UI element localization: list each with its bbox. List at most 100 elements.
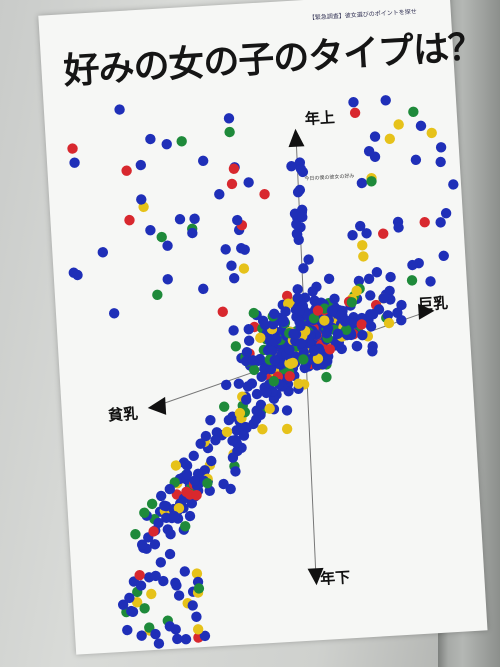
sticker-dot: [134, 569, 145, 581]
sticker-dot: [69, 157, 80, 168]
sticker-dot: [261, 387, 272, 399]
sticker-dot: [200, 430, 212, 442]
sticker-dot: [291, 219, 302, 230]
sticker-dot: [351, 340, 363, 352]
sticker-dot: [243, 335, 255, 346]
sticker-dot: [136, 539, 148, 550]
sticker-dot: [366, 176, 377, 187]
poster: 【緊急調査】彼女選びのポイントを探せ 好みの女の子のタイプは？ 年上 年下 貧乳…: [38, 0, 488, 655]
sticker-dot: [295, 320, 306, 332]
sticker-dot: [150, 628, 161, 640]
sticker-dot: [186, 498, 198, 509]
sticker-dot: [435, 156, 446, 168]
sticker-dot: [341, 324, 352, 335]
sticker-dot: [396, 314, 407, 326]
sticker-dot: [284, 344, 295, 355]
sticker-dot: [351, 285, 362, 297]
sticker-dot: [292, 186, 304, 198]
sticker-dot: [292, 292, 303, 304]
sticker-dot: [294, 305, 305, 316]
sticker-dot: [232, 214, 243, 226]
sticker-dot: [136, 630, 147, 641]
sticker-dot: [336, 343, 347, 355]
sticker-dot: [148, 526, 159, 537]
sticker-dot: [189, 475, 201, 486]
sticker-dot: [131, 597, 143, 608]
sticker-dot: [228, 273, 240, 284]
sticker-dot: [127, 606, 139, 618]
sticker-dot: [241, 346, 253, 358]
sticker-dot: [326, 305, 338, 316]
sticker-dot: [259, 319, 271, 331]
sticker-dot: [285, 358, 296, 369]
sticker-dot: [179, 566, 191, 577]
sticker-dot: [189, 213, 200, 224]
sticker-dot: [307, 286, 318, 297]
sticker-dot: [357, 329, 368, 341]
sticker-dot: [303, 254, 314, 265]
sticker-dot: [169, 510, 180, 522]
sticker-dot: [367, 346, 378, 357]
sticker-dot: [426, 127, 437, 139]
sticker-dot: [226, 260, 237, 271]
sticker-dot: [265, 363, 277, 375]
sticker-dot: [369, 151, 381, 162]
sticker-dot: [440, 208, 452, 219]
sticker-dot: [224, 126, 235, 138]
sticker-dot: [145, 225, 156, 236]
sticker-dot: [124, 592, 135, 604]
sticker-dot: [356, 319, 367, 330]
sticker-dot: [356, 177, 368, 189]
sticker-dot: [438, 250, 449, 262]
sticker-dot: [180, 521, 191, 532]
sticker-dot: [159, 500, 170, 511]
sticker-dot: [234, 407, 246, 419]
sticker-dot: [145, 133, 156, 145]
sticker-dot: [332, 328, 344, 339]
sticker-dot: [173, 502, 185, 514]
sticker-dot: [448, 179, 459, 190]
sticker-dot: [281, 405, 293, 416]
sticker-dot: [361, 228, 372, 239]
sticker-dot: [139, 603, 150, 614]
sticker-dot: [202, 477, 213, 489]
arrow-down-icon: [307, 567, 324, 586]
sticker-dot: [139, 507, 150, 518]
sticker-dot: [176, 136, 187, 147]
sticker-dot: [371, 267, 383, 278]
sticker-dot: [295, 163, 307, 175]
sticker-dot: [178, 457, 190, 468]
sticker-dot: [298, 263, 309, 274]
sticker-dot: [181, 469, 193, 480]
sticker-dot: [220, 244, 231, 255]
sticker-dot: [251, 388, 263, 400]
sticker-dot: [406, 275, 418, 286]
sticker-dot: [396, 299, 407, 311]
sticker-dot: [278, 315, 289, 326]
sticker-dot: [242, 381, 254, 392]
sticker-dot: [363, 273, 375, 285]
sticker-dot: [162, 274, 173, 285]
arrow-up-icon: [288, 128, 305, 148]
sticker-dot: [191, 611, 202, 622]
sticker-dot: [243, 324, 254, 335]
sticker-dot: [227, 452, 239, 463]
sticker-dot: [349, 107, 361, 119]
sticker-dot: [219, 401, 230, 412]
sticker-dot: [255, 399, 267, 411]
sticker-dot: [211, 427, 223, 438]
sticker-dot: [365, 321, 377, 332]
sticker-dot: [284, 370, 295, 382]
sticker-dot: [408, 106, 419, 117]
sticker-dot: [230, 341, 242, 352]
sticker-dot: [193, 583, 205, 594]
sticker-dot: [292, 284, 303, 295]
sticker-dot: [367, 309, 379, 320]
sticker-dot: [281, 290, 293, 302]
sticker-dot: [248, 307, 259, 319]
sticker-dot: [72, 269, 83, 281]
sticker-dot: [136, 194, 147, 205]
sticker-dot: [255, 332, 266, 343]
sticker-dot: [108, 308, 120, 319]
